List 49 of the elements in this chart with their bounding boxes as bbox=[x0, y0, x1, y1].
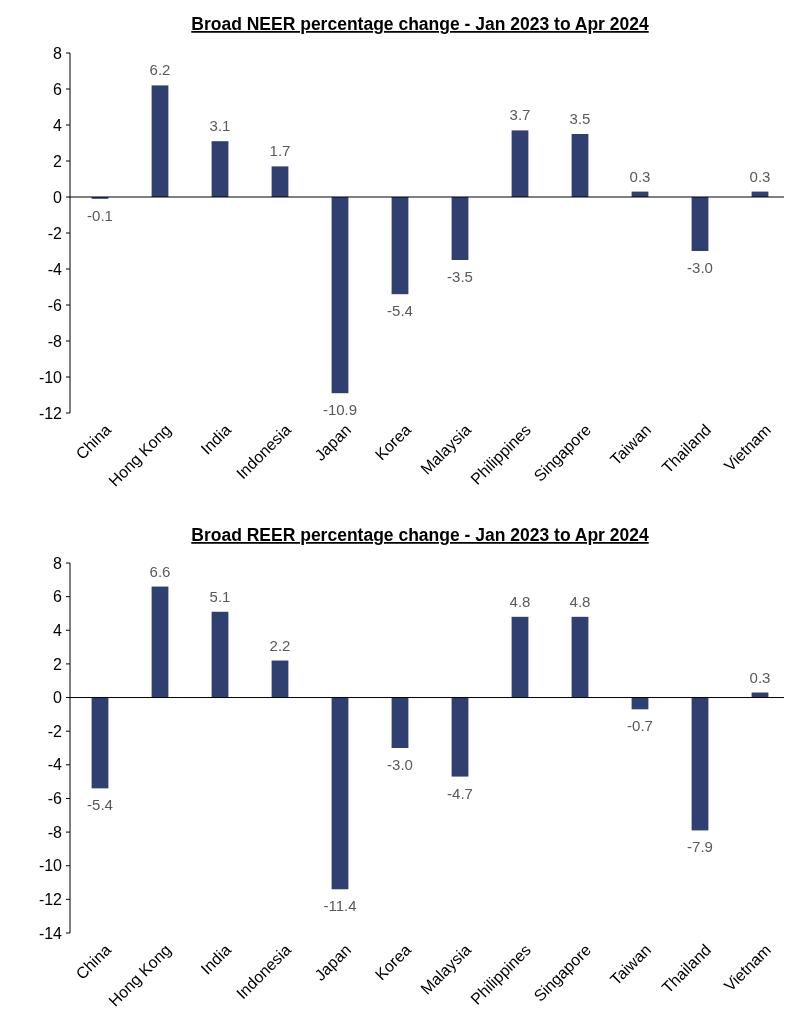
y-tick-label: -4 bbox=[47, 756, 63, 774]
y-tick-label: 0 bbox=[53, 188, 63, 206]
chart-title: Broad REER percentage change - Jan 2023 to Apr 2024 bbox=[191, 525, 649, 545]
data-label: -0.7 bbox=[627, 717, 653, 735]
y-tick-label: -10 bbox=[38, 857, 63, 875]
y-tick-label: -8 bbox=[47, 332, 63, 350]
data-label: 2.2 bbox=[269, 636, 291, 654]
data-label: 0.3 bbox=[749, 167, 771, 185]
y-tick-label: -2 bbox=[47, 224, 63, 242]
y-tick-label: -12 bbox=[38, 404, 63, 422]
data-label: 3.1 bbox=[209, 117, 231, 135]
y-tick-label: -6 bbox=[47, 790, 63, 808]
y-tick-label: -6 bbox=[47, 296, 63, 314]
data-label: -11.4 bbox=[323, 897, 357, 915]
chart-title: Broad NEER percentage change - Jan 2023 to Apr 2024 bbox=[191, 14, 649, 34]
y-tick-label: -14 bbox=[38, 924, 63, 942]
data-label: -4.7 bbox=[447, 784, 473, 802]
y-tick-label: -2 bbox=[47, 722, 63, 740]
y-tick-label: 8 bbox=[53, 554, 63, 572]
data-label: -3.0 bbox=[387, 756, 413, 773]
y-tick-label: -12 bbox=[38, 890, 63, 908]
data-label: -10.9 bbox=[322, 401, 358, 419]
data-label: 6.6 bbox=[149, 562, 171, 580]
y-tick-label: 2 bbox=[53, 152, 63, 170]
data-label: -5.4 bbox=[387, 302, 413, 320]
data-label: 3.7 bbox=[509, 106, 531, 124]
y-tick-label: -8 bbox=[47, 823, 63, 841]
y-tick-label: -4 bbox=[47, 260, 63, 278]
data-label: -5.4 bbox=[87, 796, 113, 814]
y-tick-label: 8 bbox=[53, 44, 63, 62]
data-label: -0.1 bbox=[87, 206, 113, 224]
data-label: 0.3 bbox=[749, 668, 771, 686]
y-tick-label: -10 bbox=[38, 368, 63, 386]
data-label: -3.5 bbox=[447, 268, 473, 285]
data-label: -7.9 bbox=[687, 838, 713, 856]
y-tick-label: 4 bbox=[53, 116, 63, 134]
data-label: 5.1 bbox=[209, 587, 231, 605]
data-label: -3.0 bbox=[687, 259, 713, 276]
y-tick-label: 0 bbox=[53, 689, 63, 707]
data-label: 3.5 bbox=[569, 110, 591, 127]
data-label: 6.2 bbox=[149, 61, 171, 79]
y-tick-label: 6 bbox=[53, 588, 63, 606]
data-label: 4.8 bbox=[509, 592, 531, 610]
data-label: 0.3 bbox=[629, 167, 651, 185]
y-tick-label: 2 bbox=[53, 655, 63, 673]
y-tick-label: 4 bbox=[53, 621, 63, 639]
data-label: 1.7 bbox=[269, 142, 291, 160]
data-label: 4.8 bbox=[569, 592, 591, 610]
y-tick-label: 6 bbox=[53, 80, 63, 98]
